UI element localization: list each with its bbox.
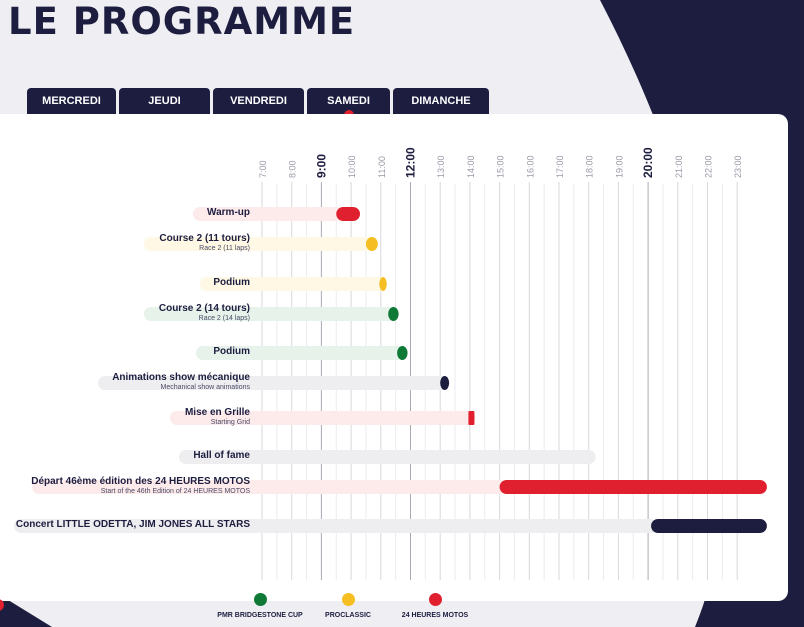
hour-tick-label: 13:00 [436, 155, 446, 178]
event-title: Podium [213, 277, 250, 288]
tab-label: MERCREDI [42, 95, 101, 107]
event-track [179, 450, 596, 464]
hour-tick-label: 23:00 [733, 155, 743, 178]
event-bar[interactable] [388, 307, 399, 321]
event-bar[interactable] [440, 376, 450, 390]
event-title: Podium [213, 346, 250, 357]
hour-tick-label: 10:00 [347, 155, 357, 178]
event-bar[interactable] [651, 519, 767, 533]
hour-tick-label: 15:00 [496, 155, 506, 178]
event-label: Animations show mécanique Mechanical show… [112, 372, 250, 392]
event-label: Concert LITTLE ODETTA, JIM JONES ALL STA… [16, 519, 250, 531]
event-subtitle: Race 2 (14 laps) [198, 315, 250, 322]
event-label: Podium [213, 277, 250, 289]
hour-tick-label: 20:00 [641, 147, 655, 178]
event-track [170, 411, 476, 425]
legend-label: 24 HEURES MOTOS [401, 612, 469, 619]
event-title: Course 2 (11 tours) [159, 233, 250, 244]
event-track [32, 480, 507, 494]
tab-label: DIMANCHE [411, 95, 471, 107]
event-bar[interactable] [499, 480, 767, 494]
event-track [196, 346, 405, 360]
tab-mercredi[interactable]: MERCREDI [27, 88, 116, 115]
event-subtitle: Starting Grid [210, 419, 250, 426]
event-bar[interactable] [365, 237, 378, 251]
event-title: Hall of fame [193, 450, 250, 461]
tab-label: VENDREDI [230, 95, 287, 107]
hour-tick-label: 8:00 [288, 160, 298, 178]
event-title: Course 2 (14 tours) [158, 303, 250, 314]
event-label: Course 2 (11 tours) Race 2 (11 laps) [159, 233, 250, 253]
event-subtitle: Race 2 (11 laps) [199, 245, 250, 252]
event-label: Mise en Grille Starting Grid [185, 407, 250, 427]
page-title: LE PROGRAMME [8, 0, 356, 43]
event-bar[interactable] [468, 411, 475, 425]
hour-tick-label: 11:00 [377, 156, 387, 178]
day-tabs: MERCREDI JEUDI VENDREDI SAMEDI DIMANCHE [27, 88, 489, 120]
hour-tick-label: 21:00 [674, 155, 684, 178]
legend-label: PMR BRIDGESTONE CUP [217, 612, 303, 619]
hour-tick-label: 16:00 [525, 155, 535, 178]
legend-item: 24 HEURES MOTOS [375, 593, 495, 619]
event-track [193, 207, 344, 221]
hour-tick-label: 18:00 [585, 155, 595, 178]
event-title: Warm-up [207, 207, 250, 218]
event-track [144, 307, 396, 321]
hour-tick-label: 9:00 [314, 154, 328, 178]
legend-item: PROCLASSIC [288, 593, 408, 619]
legend-dot [428, 593, 442, 606]
hour-tick-label: 7:00 [258, 160, 268, 178]
tab-jeudi[interactable]: JEUDI [119, 88, 210, 115]
event-bar[interactable] [397, 346, 408, 360]
event-label: Warm-up [207, 207, 250, 219]
event-title: Animations show mécanique [112, 372, 250, 383]
hour-tick-label: 12:00 [404, 147, 418, 178]
event-subtitle: Mechanical show animations [160, 384, 251, 391]
hour-tick-label: 19:00 [614, 155, 624, 178]
event-bar[interactable] [379, 277, 387, 291]
hour-tick-label: 14:00 [466, 155, 476, 178]
event-track [98, 376, 448, 390]
event-track [144, 237, 373, 251]
event-subtitle: Start of the 46th Edition of 24 HEURES M… [100, 488, 250, 495]
event-title: Départ 46ème édition des 24 HEURES MOTOS [31, 476, 250, 487]
event-label: Départ 46ème édition des 24 HEURES MOTOS… [31, 476, 250, 496]
tab-vendredi[interactable]: VENDREDI [213, 88, 304, 115]
tab-samedi[interactable]: SAMEDI [307, 88, 390, 120]
tab-dimanche[interactable]: DIMANCHE [393, 88, 489, 115]
event-label: Hall of fame [193, 450, 250, 462]
event-track [14, 519, 659, 533]
tab-label: JEUDI [148, 95, 181, 107]
hour-tick-label: 17:00 [555, 155, 565, 178]
legend-dot [341, 593, 355, 606]
event-title: Concert LITTLE ODETTA, JIM JONES ALL STA… [15, 519, 250, 530]
event-label: Course 2 (14 tours) Race 2 (14 laps) [159, 303, 250, 323]
legend-label: PROCLASSIC [325, 612, 371, 619]
event-track [200, 277, 387, 291]
legend-item: PMR BRIDGESTONE CUP [200, 593, 320, 619]
event-bar[interactable] [336, 207, 361, 221]
tab-label: SAMEDI [327, 95, 370, 107]
hour-tick-label: 22:00 [704, 155, 714, 178]
legend-dot [253, 593, 267, 606]
event-label: Podium [213, 346, 250, 358]
event-title: Mise en Grille [184, 407, 250, 418]
